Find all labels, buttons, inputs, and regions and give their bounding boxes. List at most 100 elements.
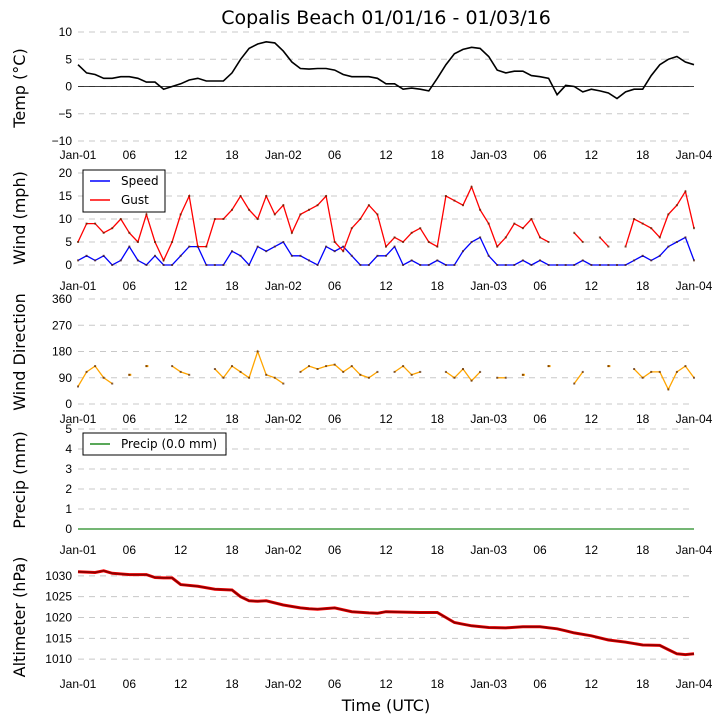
x-tick-label: 06 (328, 412, 342, 426)
data-point (213, 264, 216, 266)
series-line (300, 363, 378, 379)
data-point (171, 365, 174, 368)
x-tick-label: Jan-03 (470, 279, 507, 293)
data-point (641, 376, 644, 379)
data-point (154, 241, 156, 243)
series-temp (77, 40, 695, 100)
y-tick-label: 10 (59, 25, 73, 39)
data-point (333, 241, 336, 243)
x-tick-label: Jan-03 (470, 412, 507, 426)
data-point (128, 245, 131, 248)
data-point (342, 370, 345, 373)
data-point (521, 227, 524, 230)
data-point (427, 241, 430, 243)
x-tick-label: 06 (123, 148, 137, 162)
data-point (376, 254, 379, 257)
data-point (308, 208, 310, 211)
data-point (282, 241, 285, 243)
y-tick-label: 180 (52, 345, 72, 359)
y-tick-label: 1025 (45, 590, 72, 604)
data-point (410, 231, 413, 234)
data-point (136, 241, 139, 243)
data-point (231, 208, 233, 211)
x-tick-label: 12 (585, 412, 599, 426)
series-line-edge (77, 569, 695, 657)
data-point (239, 370, 242, 373)
data-point (136, 259, 139, 262)
x-tick-label: 06 (123, 543, 137, 557)
x-tick-label: Jan-02 (265, 677, 302, 691)
x-tick-label: 12 (174, 412, 188, 426)
x-tick-label: 06 (123, 279, 137, 293)
panel-temperature: −10 −5 0 5 10 Jan-01 06 12 18 Jan-02 06 12 18 Jan-03 0… (10, 25, 713, 162)
data-point (119, 218, 122, 220)
data-point (145, 264, 148, 266)
data-point (547, 264, 550, 266)
x-tick-label: 06 (533, 412, 547, 426)
data-point (179, 370, 182, 373)
y-tick-label: 4 (65, 442, 72, 456)
x-tick-label: 18 (431, 543, 445, 557)
data-point (402, 241, 405, 243)
data-point (248, 208, 251, 211)
x-tick-label: 12 (379, 543, 393, 557)
data-point (188, 195, 191, 197)
x-tick-label: Jan-04 (676, 279, 713, 293)
x-tick-label: 06 (533, 543, 547, 557)
data-point (393, 245, 396, 248)
data-point (359, 264, 362, 266)
x-tick-label: 06 (533, 148, 547, 162)
data-point (547, 241, 550, 243)
x-tick-label: 18 (431, 148, 445, 162)
legend: Speed Gust (82, 169, 166, 213)
chart-title: Copalis Beach 01/01/16 - 01/03/16 (221, 7, 551, 29)
data-point (479, 208, 482, 211)
data-point (256, 218, 259, 220)
series-line (77, 40, 695, 100)
data-point (102, 254, 105, 257)
y-tick-label: 0 (65, 397, 72, 411)
data-point (231, 250, 233, 253)
x-tick-label: 12 (379, 148, 393, 162)
data-point (273, 245, 276, 248)
data-point (111, 382, 114, 385)
data-point (410, 373, 413, 376)
data-point (308, 365, 310, 368)
x-tick-label: Jan-04 (676, 543, 713, 557)
data-point (205, 264, 208, 266)
data-point (393, 236, 396, 239)
data-point (530, 218, 533, 220)
data-point (616, 264, 618, 266)
data-point (504, 264, 507, 266)
x-tick-label: Jan-02 (265, 279, 302, 293)
data-point (607, 365, 610, 368)
data-point (693, 376, 695, 379)
data-point (693, 259, 695, 262)
data-point (564, 264, 567, 266)
data-point (675, 370, 678, 373)
data-point (667, 213, 670, 216)
data-point (265, 195, 268, 197)
y-tick-label: 20 (59, 166, 73, 180)
x-tick-label: 12 (174, 543, 188, 557)
data-point (641, 222, 644, 225)
data-point (359, 373, 362, 376)
data-point (213, 218, 216, 220)
data-point (145, 213, 148, 216)
series-line (573, 371, 584, 384)
data-point (513, 222, 516, 225)
y-axis-label: Wind (mph) (10, 171, 29, 265)
data-point (393, 370, 396, 373)
data-point (367, 264, 370, 266)
x-tick-label: 06 (123, 412, 137, 426)
y-tick-label: 5 (65, 52, 72, 66)
data-point (162, 259, 165, 262)
data-point (675, 204, 678, 207)
series-line (394, 365, 421, 376)
data-point (248, 376, 251, 379)
data-point (299, 254, 302, 257)
y-axis-label: Precip (mm) (10, 431, 29, 529)
x-tick-label: 18 (225, 412, 239, 426)
data-point (521, 259, 524, 262)
